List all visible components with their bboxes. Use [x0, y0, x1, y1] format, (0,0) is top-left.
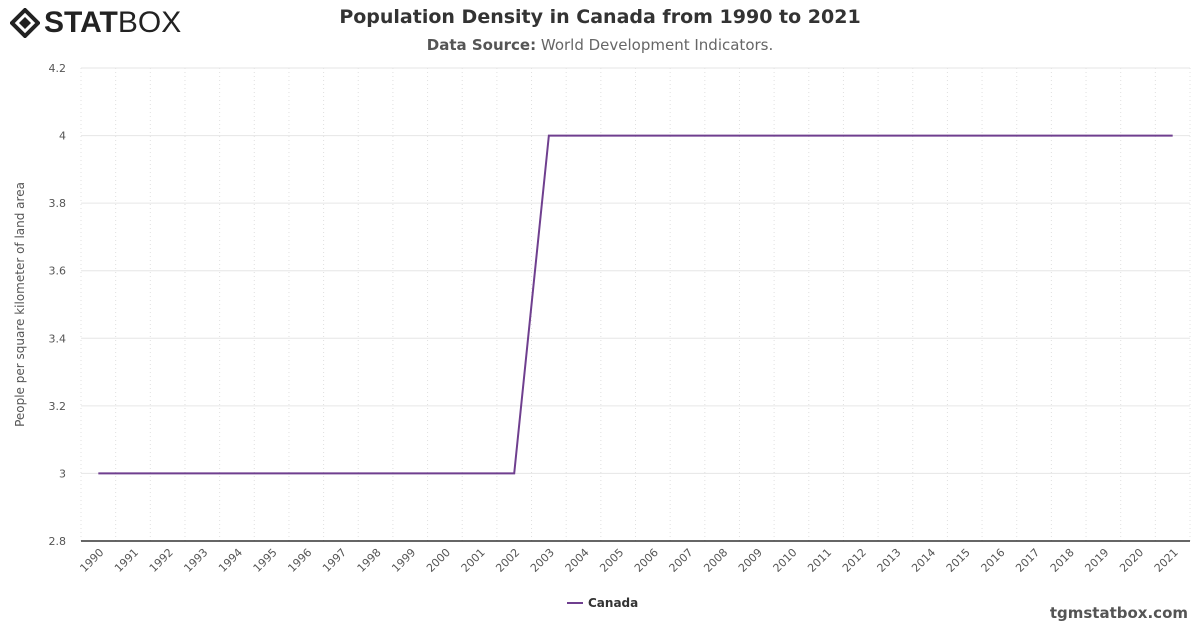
x-tick-label: 1990: [77, 546, 106, 575]
x-tick-label: 2000: [424, 546, 453, 575]
x-tick-label: 1991: [112, 546, 141, 575]
x-tick-label: 2009: [736, 546, 765, 575]
x-tick-label: 2004: [563, 546, 592, 575]
x-tick-label: 2008: [701, 546, 730, 575]
x-tick-label: 2021: [1152, 546, 1181, 575]
y-tick-label: 3.8: [49, 197, 67, 210]
x-tick-label: 1995: [251, 546, 280, 575]
x-tick-label: 1996: [285, 546, 314, 575]
x-tick-label: 1994: [216, 546, 245, 575]
y-tick-label: 3.6: [49, 265, 67, 278]
x-tick-label: 1997: [320, 546, 349, 575]
y-tick-label: 4: [59, 130, 66, 143]
x-tick-label: 1992: [147, 546, 176, 575]
y-tick-label: 3: [59, 467, 66, 480]
diamond-logo-icon: [10, 8, 40, 38]
x-tick-label: 2006: [632, 546, 661, 575]
y-tick-label: 3.2: [49, 400, 67, 413]
chart-title: Population Density in Canada from 1990 t…: [339, 6, 861, 28]
y-tick-label: 3.4: [49, 332, 67, 345]
x-tick-label: 1999: [389, 546, 418, 575]
x-tick-label: 2013: [875, 546, 904, 575]
y-axis-label: People per square kilometer of land area: [13, 182, 27, 427]
x-tick-label: 2014: [909, 546, 938, 575]
x-tick-label: 2020: [1117, 546, 1146, 575]
statbox-logo: STATBOX: [10, 6, 181, 40]
x-tick-label: 2019: [1082, 546, 1111, 575]
x-tick-label: 2011: [805, 546, 834, 575]
x-tick-label: 2007: [667, 546, 696, 575]
x-tick-label: 2015: [944, 546, 973, 575]
chart-subtitle: Data Source: World Development Indicator…: [426, 36, 774, 54]
y-tick-label: 2.8: [49, 535, 67, 548]
x-tick-label: 2010: [771, 546, 800, 575]
x-tick-label: 2012: [840, 546, 869, 575]
x-tick-label: 2001: [459, 546, 488, 575]
x-tick-label: 2002: [493, 546, 522, 575]
watermark: tgmstatbox.com: [1049, 604, 1188, 622]
x-tick-label: 2003: [528, 546, 557, 575]
x-tick-label: 2017: [1013, 546, 1042, 575]
x-tick-label: 1993: [181, 546, 210, 575]
x-tick-label: 2005: [597, 546, 626, 575]
legend-item-canada: Canada: [588, 596, 638, 610]
x-tick-label: 1998: [355, 546, 384, 575]
x-tick-label: 2016: [979, 546, 1008, 575]
y-tick-label: 4.2: [49, 62, 67, 75]
x-tick-label: 2018: [1048, 546, 1077, 575]
series-line-canada: [98, 134, 1173, 475]
